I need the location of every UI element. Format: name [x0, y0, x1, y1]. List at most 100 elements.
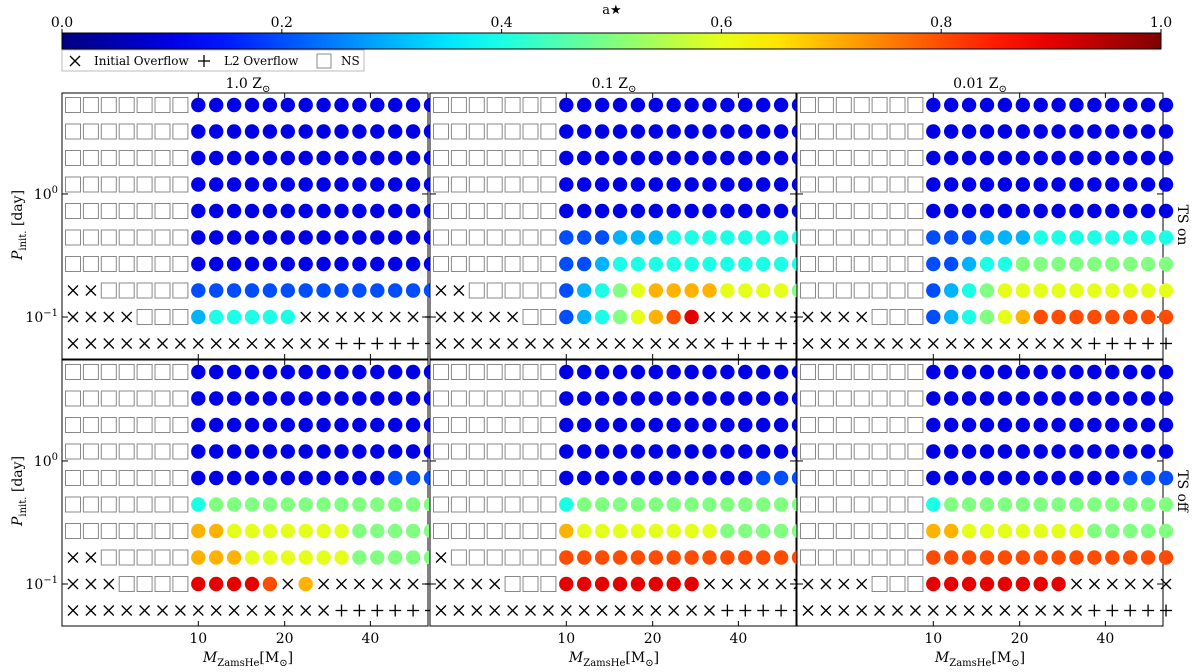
spin-point [577, 309, 592, 325]
spin-point [1051, 230, 1066, 245]
spin-point [1069, 203, 1084, 219]
initial-overflow-marker [856, 605, 868, 616]
ns-square-marker [486, 176, 503, 193]
spin-point [648, 97, 663, 113]
ns-square-marker [486, 364, 503, 380]
l2-overflow-marker [739, 337, 752, 350]
spin-point [594, 391, 610, 406]
ns-square-marker [522, 97, 539, 113]
spin-point [334, 124, 349, 139]
spin-point [979, 256, 995, 272]
spin-point [612, 177, 628, 192]
x-tick-label: 20 [276, 631, 294, 647]
spin-point [738, 364, 753, 380]
spin-point [684, 391, 699, 406]
spin-point [773, 417, 789, 433]
ns-square-marker [433, 417, 449, 433]
spin-point [370, 550, 385, 565]
spin-point [1140, 150, 1156, 166]
spin-point [720, 150, 735, 166]
spin-point [280, 309, 295, 325]
spin-point [961, 230, 977, 245]
spin-point [1051, 283, 1066, 298]
initial-overflow-marker [802, 338, 814, 349]
spin-point [280, 391, 295, 406]
spin-point [1105, 523, 1120, 539]
ns-square-marker [889, 576, 906, 592]
spin-point [612, 523, 628, 539]
spin-point [577, 283, 592, 298]
spin-point [298, 256, 313, 272]
spin-point [961, 550, 977, 565]
ns-square-marker [433, 150, 449, 166]
spin-point [370, 364, 385, 380]
ns-square-marker [468, 523, 485, 539]
spin-point [1015, 97, 1030, 113]
spin-point [684, 97, 699, 113]
spin-point [316, 177, 331, 192]
ns-square-marker [154, 203, 171, 219]
spin-point [1015, 203, 1030, 219]
ns-square-marker [504, 576, 521, 592]
initial-overflow-marker [157, 605, 168, 616]
ns-square-marker [800, 549, 816, 566]
spin-point [979, 444, 995, 459]
ns-square-marker [907, 282, 924, 299]
spin-point [298, 576, 313, 592]
square-icon [316, 53, 332, 69]
ns-square-marker [504, 229, 521, 246]
spin-point [244, 150, 260, 166]
ns-square-marker [907, 470, 924, 486]
spin-point [630, 576, 646, 592]
ns-square-marker [82, 150, 99, 166]
initial-overflow-marker [453, 285, 465, 296]
initial-overflow-marker [300, 605, 312, 616]
spin-point [594, 417, 610, 433]
l2-overflow-marker [757, 337, 770, 350]
initial-overflow-marker [775, 578, 787, 590]
ns-square-marker [907, 390, 924, 407]
initial-overflow-marker [300, 311, 312, 323]
initial-overflow-marker [139, 338, 151, 349]
spin-point [577, 230, 592, 245]
initial-overflow-marker [453, 578, 465, 590]
spin-point [1158, 97, 1174, 113]
spin-point [226, 550, 242, 565]
spin-point [1069, 256, 1084, 272]
ns-square-marker [871, 523, 888, 539]
spin-point [280, 470, 295, 486]
spin-point [594, 523, 610, 539]
spin-point [756, 364, 771, 380]
ns-square-marker [835, 364, 852, 380]
spin-point [720, 391, 735, 406]
spin-point [1051, 550, 1066, 565]
spin-point [720, 203, 735, 219]
ns-square-marker [118, 150, 135, 166]
spin-point [226, 124, 242, 139]
ns-square-marker [154, 496, 171, 513]
ns-square-marker [522, 523, 539, 539]
spin-point [961, 97, 977, 113]
spin-point [684, 576, 699, 592]
initial-overflow-marker [435, 285, 447, 296]
ns-square-marker [522, 176, 539, 193]
spin-point [702, 364, 717, 380]
spin-point [1140, 523, 1156, 539]
row-label-ts-off: TS off [1174, 470, 1190, 513]
ns-square-marker [100, 203, 117, 219]
spin-point [944, 523, 959, 539]
ns-square-marker [800, 97, 816, 113]
spin-point [262, 497, 278, 512]
spin-point [316, 124, 331, 139]
spin-point [280, 444, 295, 459]
ns-square-marker [889, 97, 906, 113]
ns-square-marker [100, 443, 117, 460]
spin-point [1140, 124, 1156, 139]
ns-square-marker [504, 417, 521, 433]
spin-point [1033, 470, 1048, 486]
ns-square-marker [504, 123, 521, 140]
ns-square-marker [136, 123, 153, 140]
spin-point [1051, 124, 1066, 139]
spin-point [773, 391, 789, 406]
spin-point [1087, 203, 1102, 219]
